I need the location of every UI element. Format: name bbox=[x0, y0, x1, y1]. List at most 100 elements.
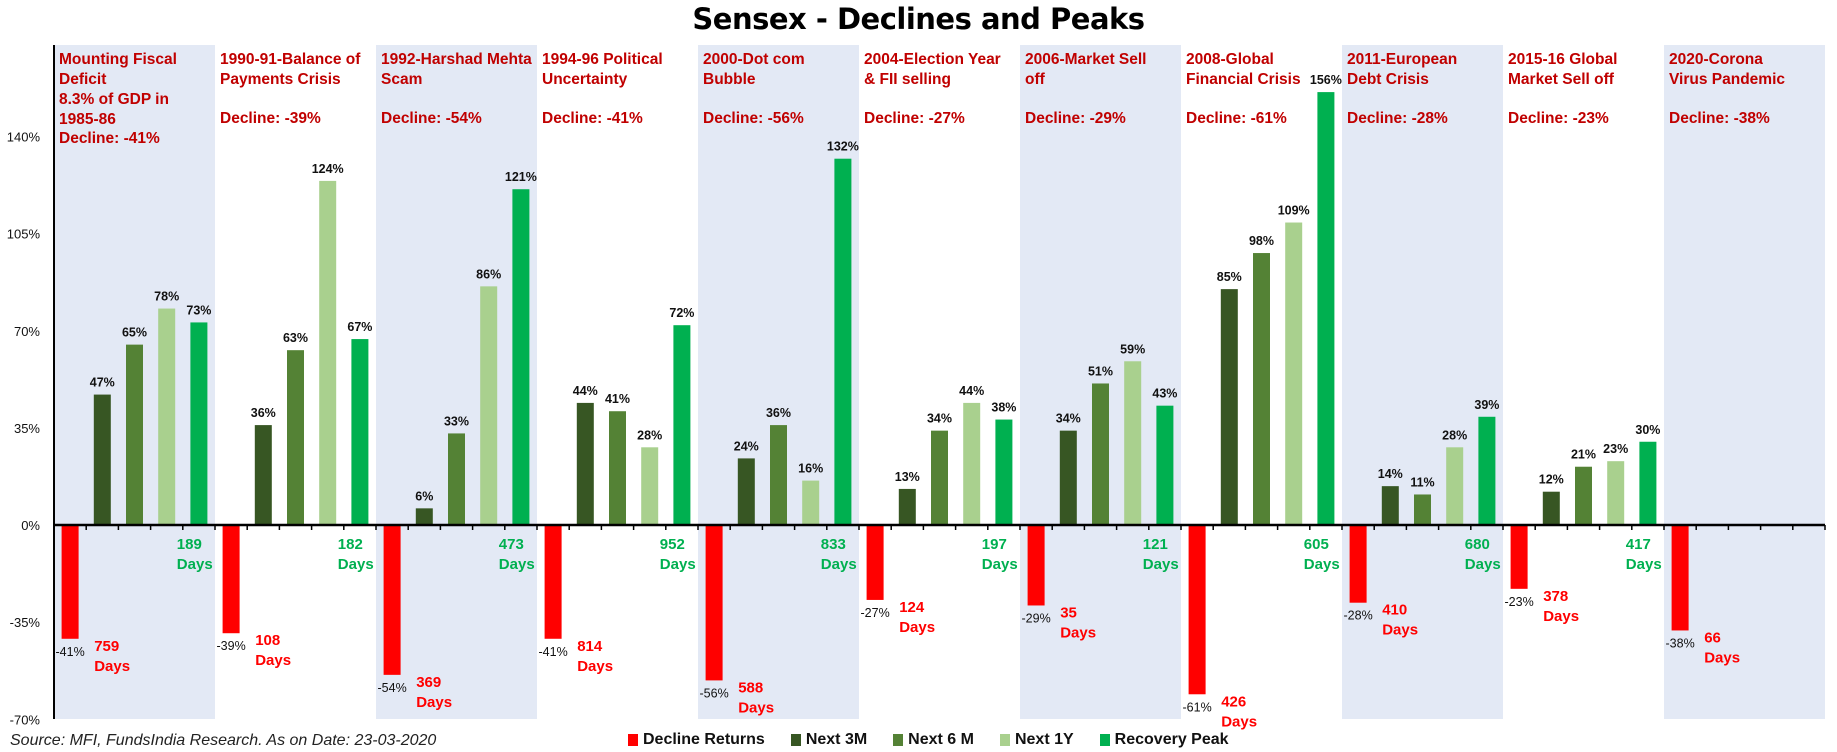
bar-decline-returns bbox=[544, 525, 562, 639]
bar-decline-returns bbox=[222, 525, 240, 634]
decline-days-label: 108 bbox=[255, 632, 280, 649]
bar-next-3m bbox=[576, 402, 594, 525]
bar-decline-returns bbox=[1027, 525, 1045, 606]
panel-title-line: 1994-96 Political bbox=[542, 51, 663, 68]
legend: Decline Returns Next 3M Next 6 M Next 1Y… bbox=[628, 731, 1229, 749]
panel-title: 1994-96 Political Uncertainty bbox=[542, 50, 694, 90]
decline-days-label: 410 bbox=[1382, 602, 1407, 619]
bar-recovery-peak bbox=[512, 189, 530, 525]
data-label: 34% bbox=[1056, 412, 1081, 426]
panel-background bbox=[1503, 45, 1664, 719]
data-label: 28% bbox=[1442, 428, 1467, 442]
panel-title-line: Uncertainty bbox=[542, 71, 628, 88]
panel-decline-label: Decline: -23% bbox=[1508, 110, 1609, 127]
legend-label: Next 3M bbox=[805, 731, 868, 748]
data-label: -56% bbox=[700, 686, 729, 700]
recovery-days-label: 680 bbox=[1465, 536, 1490, 553]
decline-days-unit: Days bbox=[255, 652, 291, 669]
recovery-days-unit: Days bbox=[660, 556, 696, 573]
decline-days-unit: Days bbox=[1060, 624, 1096, 641]
data-labels: -41% -39% -54% -41% -56% -27% -29% -61% -28% -23%… bbox=[56, 73, 1741, 730]
panel-title: 2020-Corona Virus Pandemic bbox=[1669, 50, 1821, 90]
bars bbox=[61, 92, 1689, 695]
data-label: -28% bbox=[1344, 609, 1373, 623]
bar-recovery-peak bbox=[1478, 416, 1496, 525]
panel-background bbox=[859, 45, 1020, 719]
panel-background bbox=[1342, 45, 1503, 719]
legend-item-next-1y: Next 1Y bbox=[999, 731, 1074, 749]
recovery-days-label: 833 bbox=[821, 536, 846, 553]
data-label: 65% bbox=[122, 326, 147, 340]
recovery-days-label: 189 bbox=[177, 536, 202, 553]
bar-next-3m bbox=[254, 425, 272, 525]
data-label: -41% bbox=[56, 645, 85, 659]
legend-label: Next 6 M bbox=[908, 731, 974, 748]
recovery-days-label: 473 bbox=[499, 536, 524, 553]
data-label: -29% bbox=[1022, 611, 1051, 625]
legend-item-next-6m: Next 6 M bbox=[893, 731, 974, 749]
bar-next-6-m bbox=[931, 430, 948, 525]
recovery-days-unit: Days bbox=[1304, 556, 1340, 573]
data-label: 14% bbox=[1378, 467, 1403, 481]
panel-title-line: 1992-Harshad Mehta bbox=[381, 51, 532, 68]
data-label: 41% bbox=[605, 392, 630, 406]
data-label: 34% bbox=[927, 412, 952, 426]
panel-title-line: 2015-16 Global bbox=[1508, 51, 1618, 68]
bar-decline-returns bbox=[1188, 525, 1206, 695]
bar-decline-returns bbox=[1349, 525, 1367, 603]
panel-decline-label: Decline: -56% bbox=[703, 110, 804, 127]
decline-days-label: 369 bbox=[416, 674, 441, 691]
data-label: 63% bbox=[283, 331, 308, 345]
data-label: 16% bbox=[798, 462, 823, 476]
bar-decline-returns bbox=[1510, 525, 1528, 589]
legend-label: Decline Returns bbox=[643, 731, 765, 748]
legend-swatch bbox=[790, 734, 801, 746]
data-label: 67% bbox=[347, 320, 372, 334]
bar-decline-returns bbox=[866, 525, 884, 600]
bar-next-1y bbox=[1607, 461, 1625, 525]
bar-next-1y bbox=[1446, 447, 1464, 525]
data-label: -41% bbox=[539, 645, 568, 659]
bar-next-1y bbox=[802, 480, 820, 525]
recovery-days-label: 952 bbox=[660, 536, 685, 553]
bar-next-6-m bbox=[1092, 383, 1109, 525]
bar-decline-returns bbox=[383, 525, 401, 675]
panel-title-line: Scam bbox=[381, 71, 423, 88]
decline-days-unit: Days bbox=[1221, 713, 1257, 730]
decline-days-label: 378 bbox=[1543, 588, 1568, 605]
data-label: 30% bbox=[1635, 423, 1660, 437]
data-label: 59% bbox=[1120, 342, 1145, 356]
panel-title-line: & FII selling bbox=[864, 71, 951, 88]
axes: 140% 105% 70% 35% 0% -35% -70% bbox=[7, 45, 1826, 727]
decline-days-unit: Days bbox=[416, 694, 452, 711]
bar-decline-returns bbox=[61, 525, 79, 639]
bar-recovery-peak bbox=[995, 419, 1013, 525]
panel-background bbox=[698, 45, 859, 719]
bar-next-6-m bbox=[448, 433, 465, 525]
bar-next-3m bbox=[415, 508, 433, 525]
decline-days-unit: Days bbox=[738, 699, 774, 716]
bar-next-1y bbox=[1285, 222, 1303, 525]
panel-background bbox=[537, 45, 698, 719]
data-label: -39% bbox=[217, 639, 246, 653]
data-label: 124% bbox=[312, 162, 344, 176]
recovery-days-label: 605 bbox=[1304, 536, 1329, 553]
data-label: 23% bbox=[1603, 442, 1628, 456]
y-tick-label: 70% bbox=[14, 324, 40, 339]
bar-recovery-peak bbox=[1639, 441, 1657, 525]
panel-title-line: 1990-91-Balance of bbox=[220, 51, 361, 68]
y-tick-label: -35% bbox=[10, 615, 41, 630]
data-label: 11% bbox=[1410, 475, 1434, 489]
bar-decline-returns bbox=[705, 525, 723, 681]
panel-title-line: 2004-Election Year bbox=[864, 51, 1001, 68]
panel-title: 2011-European Debt Crisis bbox=[1347, 50, 1499, 90]
bar-next-1y bbox=[963, 402, 981, 525]
panel-title-line: Market Sell off bbox=[1508, 71, 1614, 88]
decline-days-label: 35 bbox=[1060, 604, 1077, 621]
panel-decline-label: Decline: -54% bbox=[381, 110, 482, 127]
panel-background bbox=[1664, 45, 1825, 719]
chart-title: Sensex - Declines and Peaks bbox=[692, 2, 1145, 36]
data-label: 44% bbox=[573, 384, 598, 398]
panel-decline-label: Decline: -38% bbox=[1669, 110, 1770, 127]
